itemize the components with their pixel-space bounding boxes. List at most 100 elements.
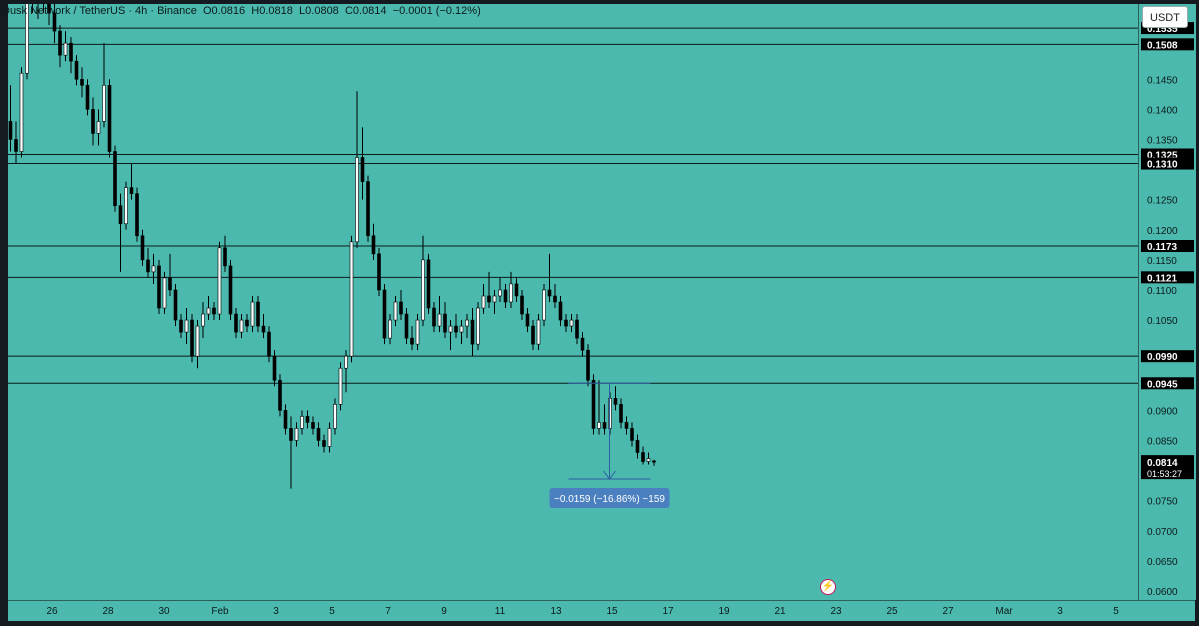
candle (432, 302, 436, 333)
candle-body (69, 42, 73, 62)
candle-body (382, 289, 387, 339)
candle (624, 416, 629, 435)
price-level-tag: 0.0945 (1141, 377, 1194, 390)
bar-countdown: 01:53:27 (1147, 469, 1182, 479)
symbol-name[interactable]: Dusk Network / TetherUS · 4h · Binance (2, 5, 197, 17)
candle (580, 332, 585, 357)
candle (283, 404, 288, 435)
candle (465, 314, 469, 339)
candle-body (459, 325, 464, 333)
candle-body (558, 301, 563, 321)
candle-body (525, 313, 530, 327)
price-tick-label: 0.1400 (1147, 105, 1178, 116)
lightning-icon[interactable]: ⚡ (820, 579, 836, 595)
candle-body (294, 428, 299, 441)
candle (316, 422, 321, 447)
candle-body (190, 319, 194, 357)
candle (261, 314, 266, 339)
candle-body (481, 295, 486, 309)
candle (228, 259, 233, 321)
candle (525, 308, 530, 333)
candle-body (509, 283, 513, 303)
time-tick-label: 15 (606, 606, 618, 617)
candle (278, 374, 282, 417)
candle (558, 295, 563, 327)
candle (476, 302, 480, 351)
candle (652, 459, 656, 466)
candle (245, 314, 249, 333)
candle (135, 187, 139, 242)
candle-body (492, 295, 497, 303)
candle (635, 434, 640, 459)
candle (43, 4, 44, 14)
price-tick-label: 0.0700 (1147, 527, 1178, 538)
candle-body (201, 313, 205, 327)
low-value: 0.0808 (305, 5, 339, 17)
high-label: H (251, 5, 260, 17)
price-level-tag: 0.0990 (1141, 350, 1194, 363)
candle (569, 314, 574, 333)
price-chart[interactable]: −0.0159 (−16.86%) −159 (8, 4, 1138, 600)
candle-body (591, 379, 596, 429)
candle (212, 302, 216, 321)
price-level-tag: 0.1325 (1141, 148, 1194, 162)
candle-body (635, 440, 640, 453)
candle (52, 4, 57, 44)
candle-body (58, 30, 62, 56)
last-price-label: 0.0814 (1147, 458, 1178, 469)
time-tick-label: 28 (102, 606, 114, 617)
candle (151, 253, 156, 284)
candle-body (305, 416, 310, 423)
candle (69, 37, 73, 74)
candle-body (261, 325, 266, 333)
time-tick-label: 9 (441, 606, 447, 617)
price-tick-label: 0.1100 (1147, 286, 1177, 297)
candle-body (250, 301, 255, 327)
price-tick-label: 0.1200 (1147, 226, 1178, 237)
candle (399, 289, 403, 321)
candle-body (212, 307, 216, 315)
candle-body (531, 325, 535, 345)
candle-body (602, 422, 607, 429)
candle (426, 253, 431, 315)
candle (234, 308, 238, 339)
candle (85, 79, 90, 116)
candle-body (151, 265, 156, 273)
candle (305, 410, 310, 429)
candle (509, 271, 513, 309)
time-axis[interactable]: 26 28 30 Feb 3 5 7 9 11 13 15 17 19 21 23 25 27 Mar 3 5 (8, 600, 1195, 621)
candle (547, 253, 552, 302)
close-value: 0.0814 (352, 5, 387, 17)
candle (80, 67, 84, 98)
time-tick-label: 19 (718, 606, 730, 617)
candle (542, 283, 546, 327)
candle (470, 308, 475, 357)
candle (140, 229, 145, 266)
candle (289, 416, 293, 489)
price-axis-labels: 0.06000.06500.07000.07500.08000.08500.09… (1141, 22, 1194, 598)
candle-body (597, 422, 601, 429)
plot-area[interactable]: −0.0159 (−16.86%) −159 (8, 4, 1138, 600)
time-tick-label: 17 (662, 606, 674, 617)
candle-body (283, 410, 288, 429)
price-tick-label: 0.0650 (1147, 557, 1178, 568)
candle-body (239, 319, 244, 333)
open-label: O (202, 5, 212, 17)
candle (96, 109, 101, 146)
candle (311, 416, 315, 435)
candle-body (498, 289, 502, 297)
price-axis[interactable]: 0.06000.06500.07000.07500.08000.08500.09… (1138, 4, 1196, 600)
candle (91, 97, 95, 146)
candle (338, 362, 343, 411)
candle (333, 398, 337, 435)
candle (481, 283, 486, 315)
measure-label-box (549, 487, 670, 508)
change-value: −0.0001 (−0.12%) (392, 5, 481, 17)
time-axis-labels: 26 28 30 Feb 3 5 7 9 11 13 15 17 19 21 23 25 27 Mar 3 5 (46, 606, 1119, 617)
candle-body (278, 379, 282, 411)
price-level-tag-label: 0.1508 (1147, 40, 1178, 51)
price-level-tag-bg (1141, 157, 1194, 170)
currency-unit-button[interactable]: USDT (1142, 6, 1188, 28)
candle (14, 121, 18, 164)
